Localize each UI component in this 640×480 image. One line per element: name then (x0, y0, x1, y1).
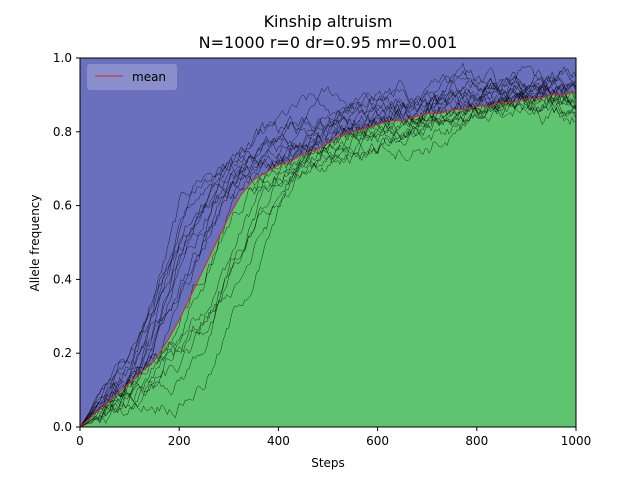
axes-frame (79, 57, 577, 428)
y-axis-label: Allele frequency (28, 195, 42, 292)
x-tick-label: 200 (168, 434, 191, 448)
mean-line (79, 90, 577, 428)
y-tick-label: 0.6 (53, 199, 72, 213)
run-line (79, 78, 577, 428)
legend: mean (87, 64, 177, 90)
run-line (79, 65, 577, 428)
x-tick-label: 0 (76, 434, 84, 448)
lower-area (80, 91, 576, 428)
chart-title: Kinship altruism (264, 12, 393, 31)
run-line (79, 91, 577, 428)
y-tick-label: 0.4 (53, 272, 72, 286)
legend-box (87, 64, 177, 90)
axes: 0 200 400 600 800 1000 0.0 0.2 0.4 0.6 0.8 1.0 (53, 51, 591, 448)
x-tick-label: 800 (465, 434, 488, 448)
plot-area (80, 58, 576, 428)
run-line (79, 90, 577, 428)
run-line (79, 67, 577, 428)
x-tick-label: 1000 (561, 434, 592, 448)
run-line (79, 71, 577, 428)
run-line (79, 91, 577, 428)
y-tick-label: 0.2 (53, 346, 72, 360)
y-tick-label: 0.0 (53, 420, 72, 434)
mean-layer (79, 90, 577, 428)
run-line (79, 69, 577, 428)
y-tick-label: 0.8 (53, 125, 72, 139)
legend-mean-label: mean (132, 70, 166, 84)
x-tick-label: 600 (366, 434, 389, 448)
chart-subtitle: N=1000 r=0 dr=0.95 mr=0.001 (199, 33, 458, 52)
run-line (79, 92, 577, 428)
run-line (79, 76, 577, 428)
run-line (79, 84, 577, 428)
x-axis-label: Steps (311, 456, 345, 470)
x-tick-label: 400 (267, 434, 290, 448)
run-line (79, 62, 577, 428)
y-tick-label: 1.0 (53, 51, 72, 65)
run-line (79, 69, 577, 428)
